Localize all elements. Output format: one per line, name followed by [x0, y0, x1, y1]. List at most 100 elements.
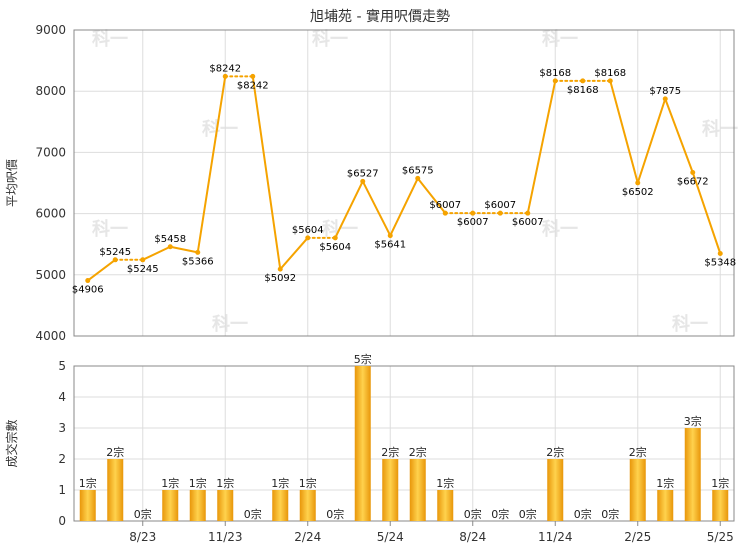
- price-value-label: $8168: [567, 85, 599, 96]
- count-bar-label: 1宗: [271, 476, 289, 490]
- count-y-tick-label: 3: [58, 421, 66, 435]
- count-x-tick-label: 11/23: [208, 530, 243, 544]
- count-bar-label: 1宗: [189, 476, 207, 490]
- watermark-text: 科一: [202, 118, 238, 140]
- count-bar-label: 1宗: [79, 476, 97, 490]
- price-point: [580, 78, 586, 84]
- price-line-segment: [196, 75, 227, 254]
- count-bar-label: 2宗: [106, 445, 124, 459]
- count-bar-label: 3宗: [684, 414, 702, 428]
- price-y-tick-label: 5000: [35, 268, 66, 282]
- price-value-label: $5245: [127, 264, 159, 275]
- count-bar-label: 0宗: [519, 507, 537, 521]
- count-bar: [409, 459, 426, 521]
- count-bar: [107, 459, 124, 521]
- watermark-text: 科一: [92, 218, 128, 240]
- price-point: [140, 257, 146, 263]
- count-y-tick-label: 1: [58, 483, 66, 497]
- price-point: [112, 257, 118, 263]
- price-point: [222, 73, 228, 79]
- price-value-label: $6007: [429, 200, 461, 211]
- count-bar: [657, 490, 674, 521]
- count-x-tick-label: 8/24: [459, 530, 486, 544]
- price-line-segment: [141, 245, 172, 261]
- watermark-text: 科一: [312, 28, 348, 50]
- count-bar: [684, 428, 701, 521]
- price-y-tick-label: 6000: [35, 207, 66, 221]
- count-bar: [79, 490, 96, 521]
- price-point: [662, 96, 668, 102]
- count-bar: [299, 490, 316, 521]
- price-line-segment: [279, 236, 309, 271]
- price-line-segment: [664, 97, 694, 174]
- price-y-tick-label: 9000: [35, 23, 66, 37]
- count-x-tick-label: 5/24: [377, 530, 404, 544]
- price-line-segment: [251, 75, 282, 271]
- count-y-tick-label: 4: [58, 390, 66, 404]
- price-y-tick-label: 8000: [35, 84, 66, 98]
- count-bar-label: 2宗: [381, 445, 399, 459]
- count-x-tick-label: 2/24: [294, 530, 321, 544]
- count-bar-label: 2宗: [409, 445, 427, 459]
- price-value-label: $5604: [292, 225, 324, 236]
- watermark-text: 科一: [212, 313, 248, 335]
- price-value-label: $6672: [677, 176, 709, 187]
- price-line-segment: [691, 171, 722, 255]
- price-point: [277, 266, 283, 272]
- count-bar-label: 1宗: [216, 476, 234, 490]
- price-line-segment: [389, 177, 419, 237]
- price-value-label: $8242: [209, 63, 241, 74]
- count-bar-label: 1宗: [299, 476, 317, 490]
- price-line-chart: 4000 5000 6000 7000 8000 9000 平均呎價 $4906 $5245 $5…: [5, 23, 736, 343]
- price-value-label: $4906: [72, 285, 104, 296]
- count-y-tick-label: 2: [58, 452, 66, 466]
- count-bar-label: 1宗: [656, 476, 674, 490]
- price-line-segment: [361, 180, 392, 237]
- count-x-tick-label: 5/25: [707, 530, 734, 544]
- count-bar: [162, 490, 179, 521]
- count-x-tick-label: 2/25: [624, 530, 651, 544]
- price-value-label: $7875: [649, 86, 681, 97]
- count-bar-label: 0宗: [574, 507, 592, 521]
- price-point: [497, 210, 503, 216]
- price-point: [305, 235, 311, 241]
- price-plot-frame: [73, 29, 735, 337]
- chart-title: 旭埔苑 - 實用呎價走勢: [310, 8, 450, 25]
- price-y-tick-label: 7000: [35, 145, 66, 159]
- price-point: [85, 278, 91, 284]
- price-value-label: $6575: [402, 165, 434, 176]
- watermark-text: 科一: [542, 218, 578, 240]
- price-value-label: $8242: [237, 80, 269, 91]
- count-bar-label: 5宗: [354, 352, 372, 366]
- watermark-text: 科一: [672, 313, 708, 335]
- price-line-segment: [334, 180, 364, 239]
- price-line-segment: [609, 79, 639, 184]
- count-bar-label: 0宗: [134, 507, 152, 521]
- count-bar: [272, 490, 289, 521]
- price-value-label: $6007: [484, 200, 516, 211]
- price-point: [250, 73, 256, 79]
- count-bar-label: 1宗: [161, 476, 179, 490]
- price-point: [387, 233, 393, 239]
- price-point: [690, 169, 696, 175]
- price-point: [525, 210, 531, 216]
- price-value-label: $5604: [319, 242, 351, 253]
- count-bar-label: 0宗: [464, 507, 482, 521]
- watermark-text: 科一: [542, 28, 578, 50]
- price-line-segment: [416, 177, 447, 215]
- price-value-label: $8168: [539, 68, 571, 79]
- count-bar: [354, 366, 371, 521]
- count-bar: [217, 490, 234, 521]
- count-y-tick-label: 5: [58, 359, 66, 373]
- count-x-tick-label: 8/23: [129, 530, 156, 544]
- count-y-tick-label: 0: [58, 514, 66, 528]
- price-line-segment: [169, 245, 199, 254]
- price-value-label: $6502: [622, 187, 654, 198]
- transaction-bar-chart: 0 1 2 3 4 5 8/23 11/23 2/24 5/24 8/24 11/24 2/25 5/25…: [4, 352, 735, 544]
- count-bar-label: 0宗: [244, 507, 262, 521]
- count-bar-label: 1宗: [711, 476, 729, 490]
- price-value-label: $5245: [99, 247, 131, 258]
- count-bar-label: 0宗: [601, 507, 619, 521]
